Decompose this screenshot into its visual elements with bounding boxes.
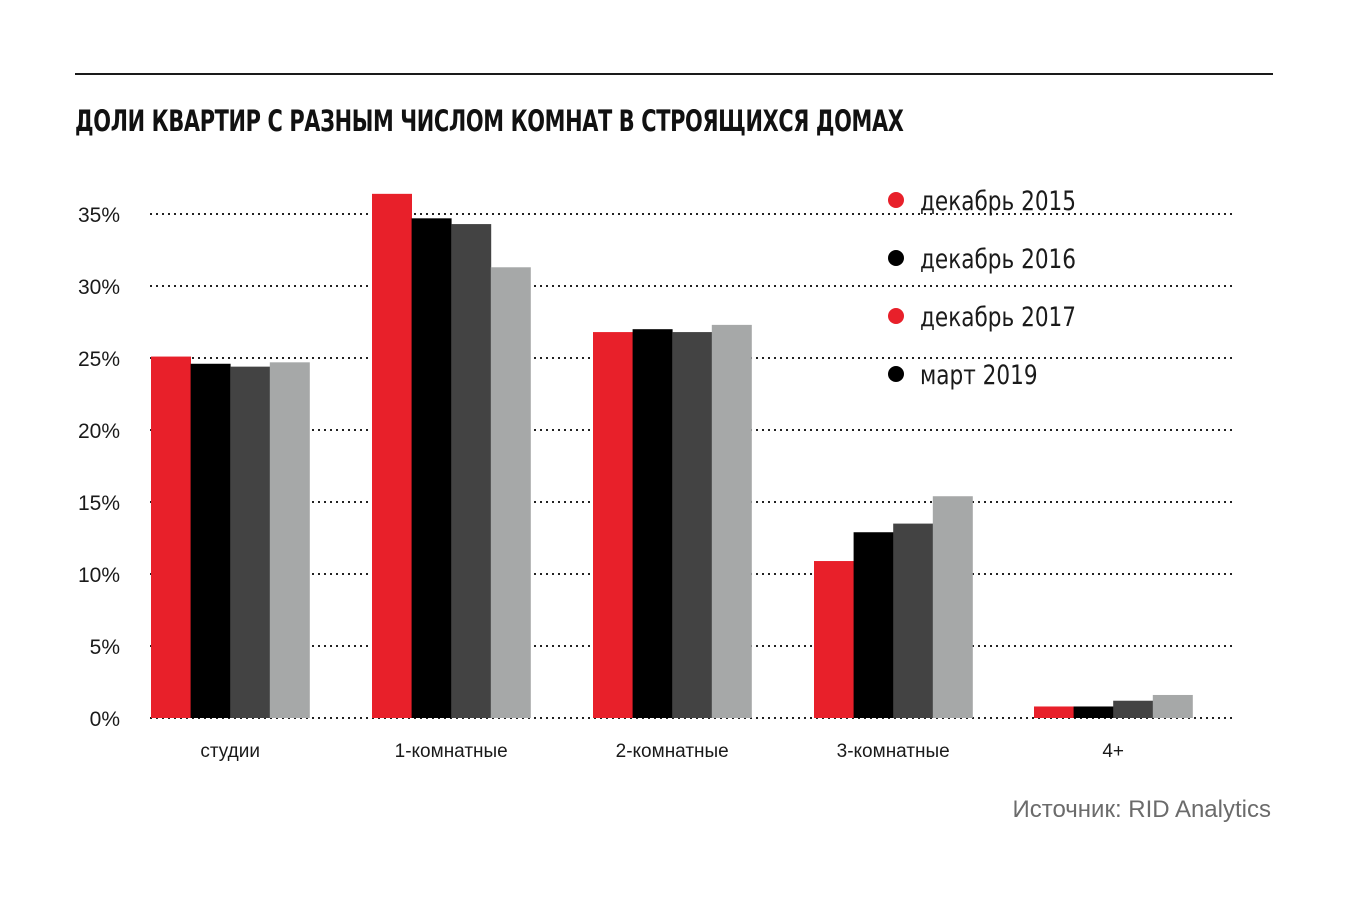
- x-tick-label: 3-комнатные: [837, 741, 950, 762]
- legend-marker: [888, 308, 904, 324]
- bar: [490, 267, 531, 718]
- legend-label: декабрь 2016: [920, 243, 1076, 275]
- bar: [853, 532, 894, 718]
- bar: [932, 496, 973, 718]
- bar: [451, 224, 492, 718]
- top-rule: [75, 73, 1273, 75]
- bar: [269, 362, 310, 718]
- bar: [411, 218, 452, 718]
- bar: [372, 193, 412, 719]
- y-axis-ticks: 0% 5% 10% 15% 20% 25% 30% 35%: [78, 204, 120, 731]
- bar: [190, 363, 231, 718]
- x-tick-label: 2-комнатные: [616, 741, 729, 762]
- legend-marker: [888, 366, 904, 382]
- bar: [593, 332, 633, 718]
- y-tick-label: 30%: [78, 276, 120, 299]
- x-tick-label: 4+: [1102, 741, 1124, 762]
- y-tick-label: 15%: [78, 492, 120, 515]
- bar: [632, 329, 673, 718]
- bar: [711, 324, 752, 718]
- bar: [230, 366, 271, 718]
- legend-marker: [888, 192, 904, 208]
- legend-marker: [888, 250, 904, 266]
- y-tick-label: 5%: [90, 636, 120, 659]
- x-tick-label: 1-комнатные: [395, 741, 508, 762]
- bar: [1073, 706, 1114, 718]
- x-axis-labels: студии 1-комнатные 2-комнатные 3-комнатные 4…: [200, 741, 1124, 762]
- legend-label: март 2019: [920, 359, 1038, 391]
- source-note: Источник: RID Analytics: [1012, 796, 1271, 823]
- chart-title: ДОЛИ КВАРТИР С РАЗНЫМ ЧИСЛОМ КОМНАТ В СТ…: [75, 104, 904, 138]
- bar: [151, 356, 191, 718]
- y-tick-label: 20%: [78, 420, 120, 443]
- y-tick-label: 25%: [78, 348, 120, 371]
- bars: [151, 193, 1193, 719]
- y-tick-label: 35%: [78, 204, 120, 227]
- bar: [1113, 700, 1154, 718]
- legend-label: декабрь 2015: [920, 185, 1076, 217]
- x-tick-label: студии: [200, 741, 260, 762]
- legend-label: декабрь 2017: [920, 301, 1076, 333]
- bar: [893, 523, 934, 718]
- bar: [1152, 694, 1193, 718]
- bar: [1034, 706, 1074, 718]
- bar: [814, 561, 854, 718]
- y-tick-label: 10%: [78, 564, 120, 587]
- y-tick-label: 0%: [90, 708, 120, 731]
- bar: [672, 332, 713, 718]
- legend: декабрь 2015 декабрь 2016 декабрь 2017 март…: [888, 185, 1076, 391]
